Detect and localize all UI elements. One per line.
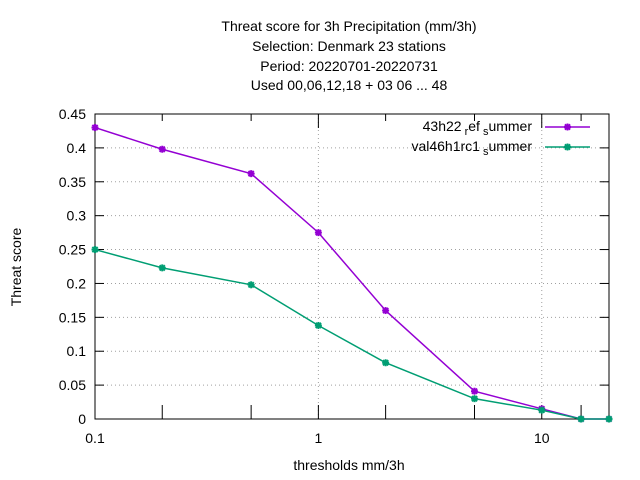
x-tick-label: 10	[534, 430, 550, 446]
grid	[95, 114, 609, 419]
x-axis-label: thresholds mm/3h	[293, 457, 404, 473]
data-point	[471, 395, 479, 403]
title-line-3: Period: 20220701-20220731	[260, 58, 438, 74]
chart-title: Threat score for 3h Precipitation (mm/3h…	[221, 18, 476, 93]
legend-label: val46h1rc1 summer	[411, 138, 532, 158]
data-point	[564, 123, 571, 131]
data-point	[91, 246, 99, 254]
data-point	[158, 264, 166, 272]
title-line-4: Used 00,06,12,18 + 03 06 ... 48	[251, 77, 448, 93]
data-point	[158, 145, 166, 153]
data-point	[538, 406, 546, 414]
y-axis-label: Threat score	[8, 227, 24, 306]
axes: 0 0.05 0.1 0.15 0.2 0.25 0.3 0.35 0.4 0.45 0.1 1 10	[59, 106, 610, 446]
data-point	[247, 281, 255, 289]
x-tick-label: 0.1	[85, 430, 105, 446]
series-lines	[91, 124, 613, 423]
series-line	[94, 126, 609, 420]
series-line	[94, 248, 609, 420]
y-tick-label: 0.35	[59, 174, 86, 190]
data-point	[314, 229, 322, 237]
series-1	[91, 124, 613, 423]
y-tick-label: 0.3	[67, 208, 87, 224]
legend-label: 43h22 ref summer	[423, 118, 533, 138]
y-tick-label: 0.15	[59, 309, 86, 325]
data-point	[564, 143, 571, 151]
data-point	[605, 415, 613, 423]
legend-entry-1: 43h22 ref summer	[423, 118, 590, 138]
data-point	[314, 321, 322, 329]
data-point	[91, 124, 99, 132]
x-tick-label: 1	[314, 430, 322, 446]
y-tick-label: 0.1	[67, 343, 87, 359]
y-tick-label: 0.2	[67, 275, 87, 291]
data-point	[382, 307, 390, 315]
y-tick-label: 0	[78, 411, 86, 427]
y-tick-label: 0.05	[59, 377, 86, 393]
series-2	[91, 246, 613, 423]
y-tick-label: 0.45	[59, 106, 86, 122]
y-tick-label: 0.4	[67, 140, 87, 156]
y-tick-label: 0.25	[59, 242, 86, 258]
data-point	[577, 415, 585, 423]
title-line-2: Selection: Denmark 23 stations	[252, 38, 446, 54]
data-point	[382, 359, 390, 367]
legend-entry-2: val46h1rc1 summer	[411, 138, 590, 158]
plot-frame	[94, 113, 610, 420]
data-point	[471, 387, 479, 395]
title-line-1: Threat score for 3h Precipitation (mm/3h…	[221, 18, 476, 34]
data-point	[247, 170, 255, 178]
